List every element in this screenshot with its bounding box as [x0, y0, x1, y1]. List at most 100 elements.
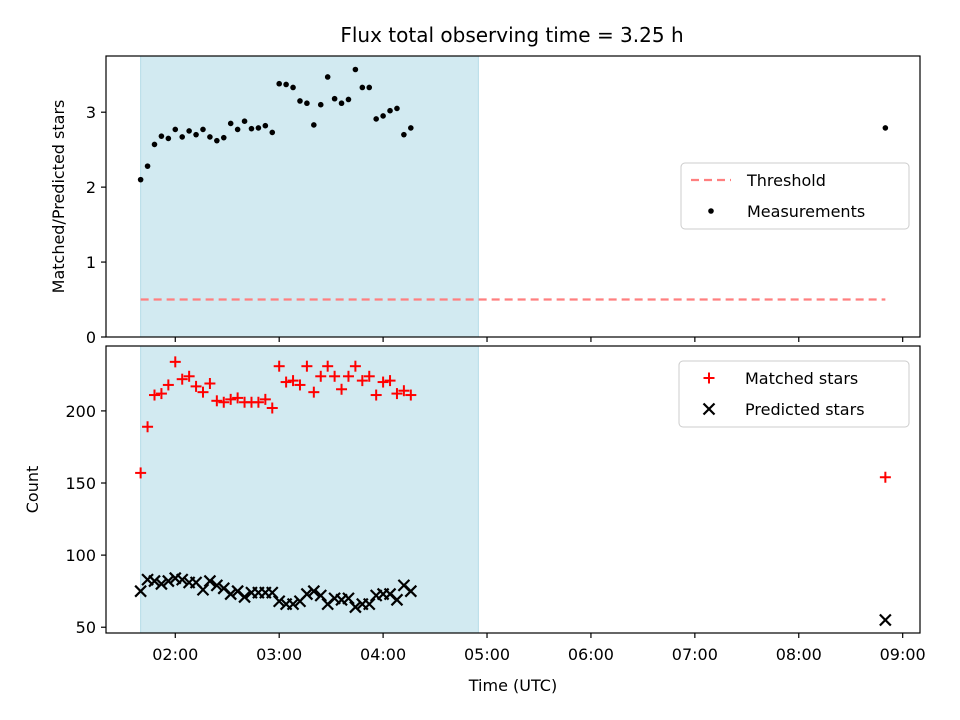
data-point — [377, 376, 389, 388]
data-point — [203, 574, 217, 588]
data-point — [148, 389, 160, 401]
data-point — [342, 592, 355, 605]
x-tick-label: 07:00 — [672, 645, 718, 664]
data-point — [176, 373, 188, 385]
legend-entry: Threshold — [691, 171, 826, 190]
data-point — [255, 125, 262, 131]
data-point — [879, 613, 892, 627]
legend-entry: Matched stars — [703, 369, 858, 388]
data-point — [183, 370, 195, 382]
y-tick-label: 150 — [65, 474, 96, 493]
data-point — [338, 100, 345, 107]
data-point — [401, 131, 407, 138]
data-point — [151, 141, 158, 148]
data-point — [394, 105, 400, 112]
y-tick-label: 50 — [76, 618, 96, 637]
data-point — [405, 389, 417, 401]
ratio-plot: 0 1 2 3 Matched/Predicted stars Threshold Meas… — [49, 55, 921, 347]
data-point — [352, 66, 359, 73]
data-point — [398, 385, 410, 397]
data-point — [286, 597, 300, 611]
legend-label: Matched stars — [745, 369, 858, 388]
data-point — [276, 80, 282, 87]
data-point — [283, 81, 289, 88]
legend: Threshold Measurements — [680, 162, 910, 230]
data-point — [259, 393, 271, 405]
legend-label: Threshold — [746, 171, 826, 190]
x-tick-label: 06:00 — [568, 645, 614, 664]
y-tick-label: 200 — [65, 402, 96, 421]
y-tick-label: 2 — [86, 178, 96, 197]
data-point — [329, 370, 341, 382]
x-axis-label: Time (UTC) — [468, 676, 557, 695]
observing-window-span — [140, 55, 479, 338]
data-point — [135, 467, 147, 479]
data-point — [190, 380, 202, 392]
legend-label: Measurements — [747, 202, 865, 221]
data-point — [308, 386, 320, 398]
data-point — [155, 388, 167, 400]
data-point — [220, 134, 227, 141]
data-point — [384, 375, 396, 387]
data-point — [290, 84, 296, 91]
data-point — [234, 126, 241, 133]
data-point — [287, 375, 299, 387]
data-point — [196, 583, 210, 597]
figure-title: Flux total observing time = 3.25 h — [340, 23, 683, 47]
x-tick-label: 04:00 — [360, 645, 406, 664]
data-point — [148, 574, 161, 588]
data-point — [186, 128, 192, 134]
data-point — [207, 134, 213, 140]
data-point — [179, 134, 186, 140]
data-point — [197, 386, 209, 398]
data-point — [162, 379, 174, 391]
data-point — [301, 360, 313, 372]
x-tick-label: 09:00 — [880, 645, 926, 664]
data-point — [404, 584, 418, 598]
data-point — [238, 590, 251, 604]
data-point — [882, 125, 889, 131]
data-point — [391, 388, 403, 400]
data-point — [193, 131, 199, 138]
data-point — [162, 574, 175, 588]
series-matched-stars — [135, 356, 891, 483]
axes-frame — [105, 55, 921, 338]
y-tick-label: 1 — [86, 253, 96, 272]
data-point — [204, 377, 216, 389]
data-point — [137, 176, 144, 183]
data-point — [232, 392, 244, 404]
data-point — [200, 126, 206, 133]
data-point — [315, 370, 327, 382]
data-point — [227, 120, 234, 127]
data-point — [142, 421, 154, 433]
data-point — [363, 370, 375, 382]
y-axis-label: Matched/Predicted stars — [49, 100, 68, 294]
data-point — [265, 586, 279, 599]
series-predicted-stars — [134, 571, 892, 627]
data-point — [294, 379, 306, 391]
data-point — [210, 579, 224, 592]
legend: Matched stars Predicted stars — [678, 360, 910, 428]
legend-entry: Measurements — [708, 202, 865, 221]
x-tick-label: 03:00 — [256, 645, 302, 664]
series-measurements — [137, 66, 889, 183]
data-point — [252, 396, 264, 408]
data-point — [155, 577, 168, 591]
data-point — [345, 96, 352, 103]
x-tick-label: 05:00 — [464, 645, 510, 664]
data-point — [356, 375, 368, 387]
legend-box — [678, 360, 910, 428]
data-point — [362, 597, 376, 611]
data-point — [218, 396, 230, 408]
legend-label: Predicted stars — [745, 400, 865, 419]
data-point — [307, 584, 321, 598]
data-point — [224, 587, 237, 601]
data-point — [373, 116, 379, 122]
data-point — [317, 101, 324, 108]
data-point — [370, 389, 382, 401]
x-tick-label: 02:00 — [152, 645, 198, 664]
data-point — [165, 135, 172, 142]
data-point — [331, 95, 338, 102]
data-point — [324, 74, 331, 80]
data-point — [262, 122, 269, 129]
